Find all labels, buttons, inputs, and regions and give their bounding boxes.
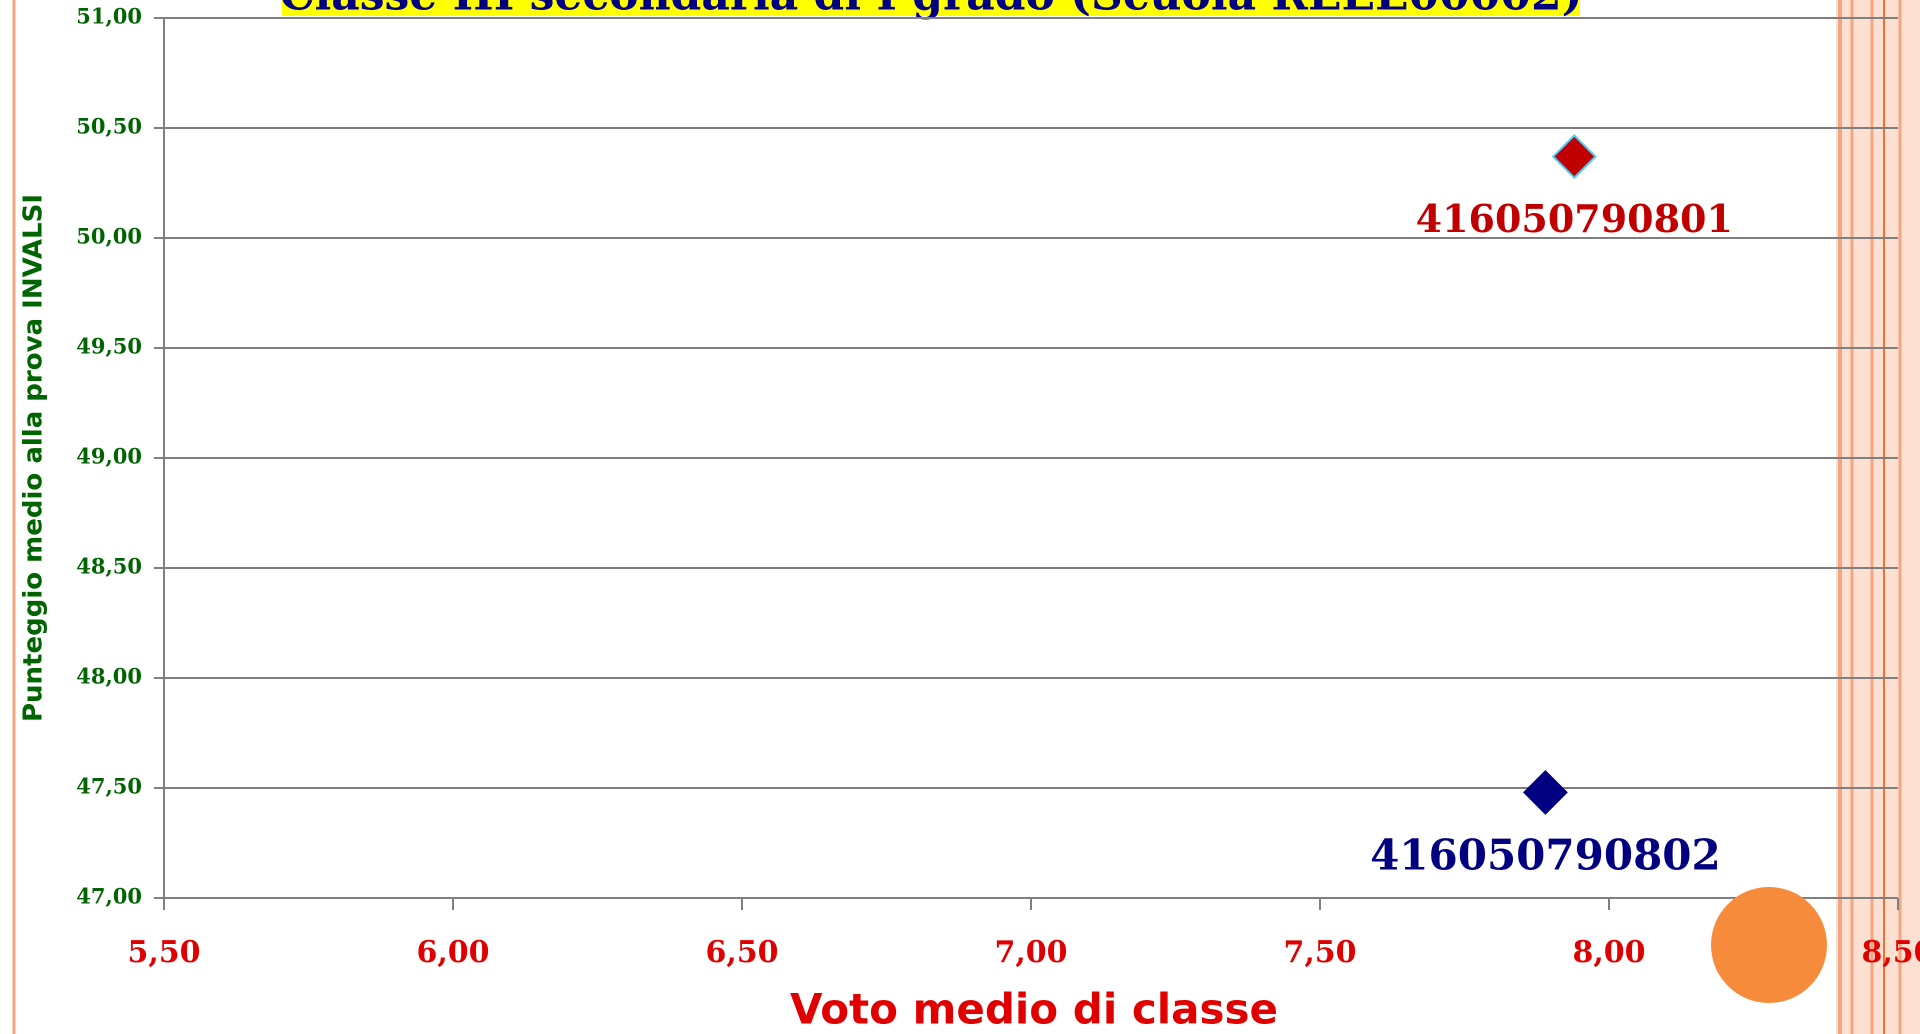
x-tick-label: 6,00 [416,935,489,970]
right-stripes [1836,0,1920,1034]
x-tick-label: 8,50 [1861,935,1920,970]
x-axis-title: Voto medio di classe [790,985,1278,1034]
plot-area: 47,00 47,50 48,00 48,50 49,00 49,50 50,00 50,50… [76,4,1920,971]
y-tick-label: 50,00 [76,224,142,249]
y-tick-label: 48,50 [76,554,142,579]
y-tick-label: 49,00 [76,444,142,469]
data-label: 416050790801 [1416,196,1733,241]
y-tick-label: 50,50 [76,114,142,139]
x-tick-label: 6,50 [705,935,778,970]
y-tick-label: 49,50 [76,334,142,359]
y-tick-label: 51,00 [76,4,142,29]
y-tick-label: 48,00 [76,664,142,689]
x-tick-label: 5,50 [127,935,200,970]
x-tick-label: 8,00 [1572,935,1645,970]
y-tick-label: 47,50 [76,774,142,799]
y-tick-label: 47,00 [76,884,142,909]
x-tick-label: 7,50 [1283,935,1356,970]
chart-title: Classe III secondaria di I grado (Scuola… [280,0,1583,21]
decoration-circle [1711,887,1827,1003]
point [1523,769,1568,815]
title-background [282,0,1580,16]
x-tick-label: 7,00 [994,935,1067,970]
data-label: 416050790802 [1370,830,1721,879]
y-axis-title: Punteggio medio alla prova INVALSI [19,194,49,722]
point [1551,134,1597,180]
stripe-band [1836,0,1920,1034]
